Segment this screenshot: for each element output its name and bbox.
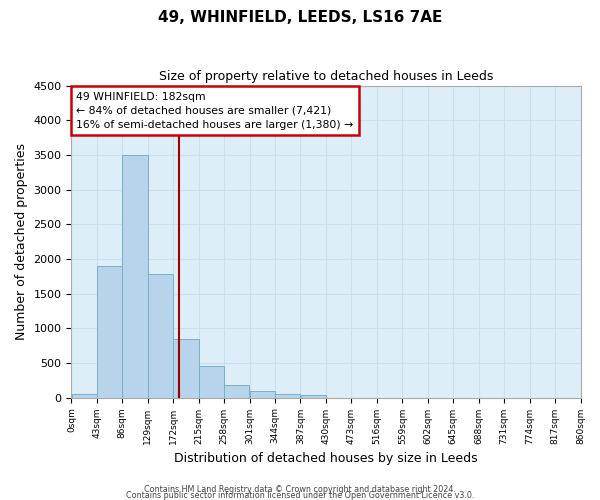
Bar xyxy=(199,366,224,398)
Bar xyxy=(173,338,199,398)
Text: 49 WHINFIELD: 182sqm
← 84% of detached houses are smaller (7,421)
16% of semi-de: 49 WHINFIELD: 182sqm ← 84% of detached h… xyxy=(76,92,354,130)
Bar xyxy=(122,155,148,398)
Text: 49, WHINFIELD, LEEDS, LS16 7AE: 49, WHINFIELD, LEEDS, LS16 7AE xyxy=(158,10,442,25)
Y-axis label: Number of detached properties: Number of detached properties xyxy=(15,143,28,340)
Bar xyxy=(224,386,250,398)
Text: Contains HM Land Registry data © Crown copyright and database right 2024.: Contains HM Land Registry data © Crown c… xyxy=(144,486,456,494)
Bar xyxy=(301,396,326,398)
Bar xyxy=(97,266,122,398)
Bar xyxy=(148,274,173,398)
Text: Contains public sector information licensed under the Open Government Licence v3: Contains public sector information licen… xyxy=(126,492,474,500)
Bar xyxy=(275,394,301,398)
X-axis label: Distribution of detached houses by size in Leeds: Distribution of detached houses by size … xyxy=(174,452,478,465)
Bar xyxy=(71,394,97,398)
Title: Size of property relative to detached houses in Leeds: Size of property relative to detached ho… xyxy=(159,70,493,83)
Bar xyxy=(250,392,275,398)
